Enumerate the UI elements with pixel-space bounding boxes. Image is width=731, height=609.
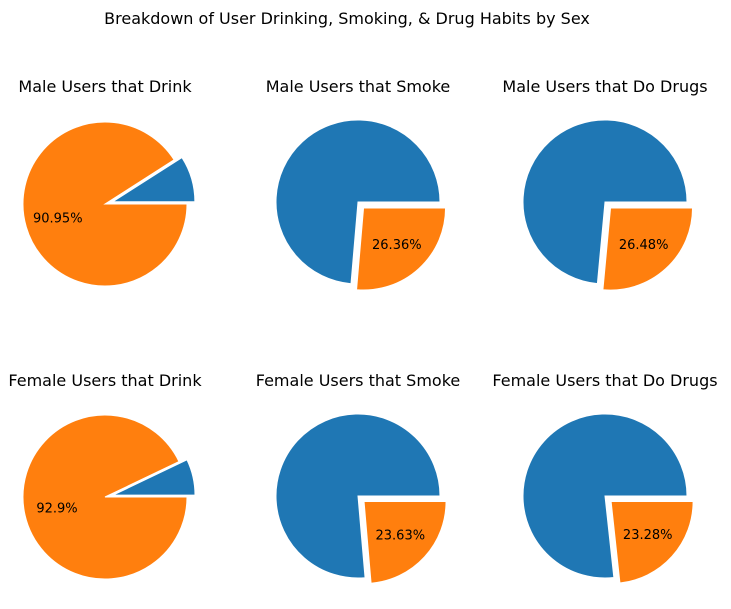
pie-slice <box>610 500 694 584</box>
pie-slice <box>22 121 188 287</box>
pie-slice <box>356 207 447 291</box>
pie-title: Female Users that Do Drugs <box>492 371 717 390</box>
pie-slice-label: 26.48% <box>619 238 669 253</box>
pie-chart-3: Male Users that Do Drugs 26.48% <box>502 77 708 291</box>
pie-title: Male Users that Smoke <box>266 77 451 96</box>
pie-chart-4: Female Users that Drink 92.9% <box>8 371 202 580</box>
pie-slice-label: 23.28% <box>623 528 673 543</box>
pie-chart-1: Male Users that Drink 90.95% <box>18 77 196 287</box>
pie-slice <box>522 413 688 579</box>
pie-title: Female Users that Smoke <box>256 371 460 390</box>
pie-slice <box>275 119 441 285</box>
pie-slice-label: 90.95% <box>33 211 83 226</box>
pie-chart-6: Female Users that Do Drugs 23.28% <box>492 371 718 584</box>
pie-slice <box>363 501 447 584</box>
figure-suptitle: Breakdown of User Drinking, Smoking, & D… <box>104 9 590 28</box>
pie-title: Female Users that Drink <box>8 371 202 390</box>
pie-chart-5: Female Users that Smoke 23.63% <box>256 371 460 584</box>
pie-slice <box>602 207 694 291</box>
pie-slice-label: 26.36% <box>372 238 422 253</box>
pie-slice <box>275 413 441 579</box>
pie-slice <box>522 119 688 285</box>
pie-slice <box>111 156 196 203</box>
pie-slice <box>112 459 196 496</box>
pie-chart-2: Male Users that Smoke 26.36% <box>266 77 451 291</box>
pie-title: Male Users that Drink <box>18 77 192 96</box>
pie-slice-label: 92.9% <box>36 501 77 516</box>
pie-slice <box>22 414 188 580</box>
pie-slice-label: 23.63% <box>376 528 426 543</box>
pie-title: Male Users that Do Drugs <box>502 77 707 96</box>
